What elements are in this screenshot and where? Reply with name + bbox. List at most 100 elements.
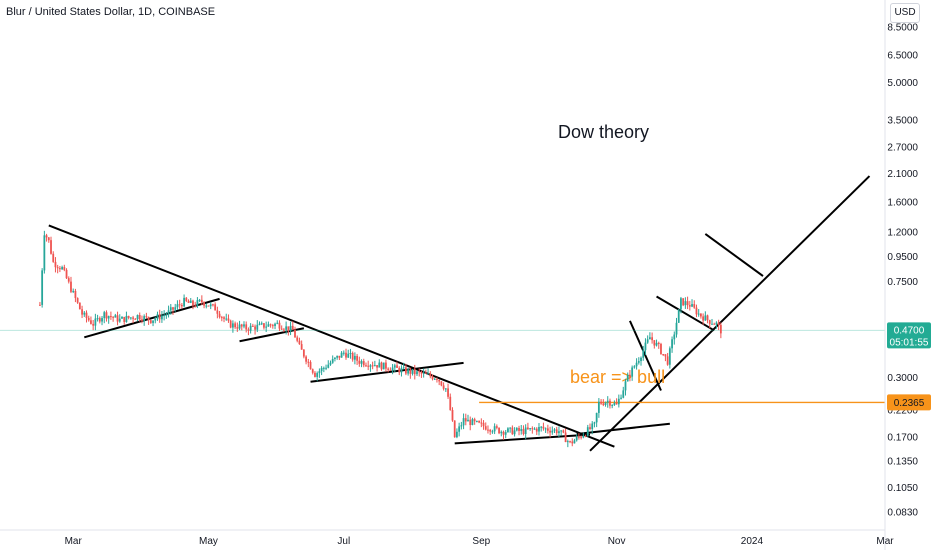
- candle-body: [717, 322, 720, 325]
- y-tick-label: 0.1350: [887, 457, 918, 468]
- candle-body: [398, 367, 401, 373]
- candle-body: [269, 324, 272, 326]
- triangle-2-line: [239, 327, 305, 343]
- candle-body: [684, 301, 687, 306]
- candle-body: [276, 322, 279, 324]
- candle-body: [575, 436, 578, 441]
- candle-body: [691, 304, 693, 307]
- main-downtrend-line: [48, 224, 615, 448]
- candle-body: [203, 302, 205, 306]
- candle-body: [385, 362, 387, 369]
- y-tick-label: 0.9500: [887, 252, 918, 263]
- candle-body: [214, 304, 217, 311]
- candle-body: [161, 315, 163, 320]
- candle-body: [693, 304, 696, 308]
- candle-body: [325, 367, 327, 369]
- candle-body: [287, 326, 290, 332]
- candle-body: [491, 431, 494, 433]
- candle-body: [61, 267, 64, 270]
- y-tick-label: 8.5000: [887, 23, 918, 34]
- candle-body: [129, 317, 132, 319]
- candle-body: [67, 278, 70, 282]
- candle-body: [515, 427, 518, 431]
- candle-body: [83, 312, 86, 315]
- candle-body: [431, 376, 434, 380]
- candle-body: [606, 400, 609, 403]
- candle-body: [387, 368, 390, 370]
- candle-body: [114, 315, 117, 318]
- candle-body: [495, 426, 498, 428]
- projection-line: [704, 233, 764, 277]
- candle-body: [165, 314, 168, 316]
- candle-body: [582, 435, 585, 438]
- candle-body: [307, 361, 310, 363]
- candle-body: [487, 429, 489, 431]
- candle-body: [475, 420, 478, 422]
- candle-body: [553, 429, 556, 431]
- candle-body: [183, 297, 185, 307]
- candle-body: [609, 400, 611, 406]
- candle-body: [507, 428, 509, 433]
- candle-body: [522, 429, 525, 435]
- candle-body: [194, 305, 197, 307]
- candle-body: [571, 441, 574, 444]
- candle-body: [316, 373, 319, 377]
- candle-body: [629, 374, 631, 377]
- candle-body: [118, 318, 121, 322]
- candle-body: [320, 367, 323, 372]
- candle-body: [76, 298, 79, 303]
- candle-body: [657, 342, 660, 344]
- candle-body: [573, 440, 576, 444]
- candle-body: [39, 304, 41, 306]
- candle-body: [267, 324, 270, 327]
- x-tick-label: 2024: [741, 536, 764, 547]
- candle-body: [296, 337, 299, 341]
- candle-body: [103, 312, 106, 319]
- candle-body: [593, 422, 596, 424]
- candle-body: [136, 314, 139, 320]
- candle-body: [380, 362, 383, 370]
- candle-body: [342, 352, 345, 354]
- candle-body: [438, 379, 441, 382]
- candle-body: [112, 316, 115, 318]
- candle-body: [708, 320, 711, 324]
- candle-body: [107, 316, 110, 319]
- candle-body: [65, 269, 68, 279]
- y-tick-label: 0.0830: [887, 508, 918, 519]
- candle-body: [134, 318, 137, 320]
- candle-body: [518, 427, 520, 431]
- candle-body: [229, 320, 232, 328]
- candle-body: [105, 312, 108, 319]
- candle-body: [586, 427, 589, 436]
- candle-body: [402, 367, 405, 369]
- candle-body: [591, 423, 594, 429]
- candle-body: [43, 235, 46, 271]
- candle-body: [400, 368, 403, 373]
- candle-body: [635, 362, 638, 367]
- candle-body: [369, 365, 372, 367]
- y-tick-label: 0.1050: [887, 483, 918, 494]
- candle-body: [664, 354, 667, 357]
- candle-body: [462, 418, 465, 426]
- candle-body: [711, 323, 713, 325]
- candle-body: [371, 365, 374, 367]
- candle-body: [416, 371, 418, 375]
- currency-button[interactable]: USD: [890, 3, 920, 23]
- candle-body: [367, 365, 370, 367]
- candle-body: [123, 316, 126, 322]
- candle-body: [427, 373, 429, 375]
- candle-body: [500, 431, 503, 434]
- y-tick-label: 6.5000: [887, 51, 918, 62]
- candle-body: [666, 356, 669, 365]
- candle-body: [50, 240, 52, 254]
- candle-body: [478, 420, 480, 423]
- candle-body: [274, 323, 276, 326]
- y-tick-label: 1.6000: [887, 198, 918, 209]
- candle-body: [72, 290, 75, 292]
- candle-body: [314, 372, 316, 377]
- candle-body: [562, 430, 565, 433]
- candle-body: [391, 367, 394, 371]
- candle-body: [152, 320, 154, 323]
